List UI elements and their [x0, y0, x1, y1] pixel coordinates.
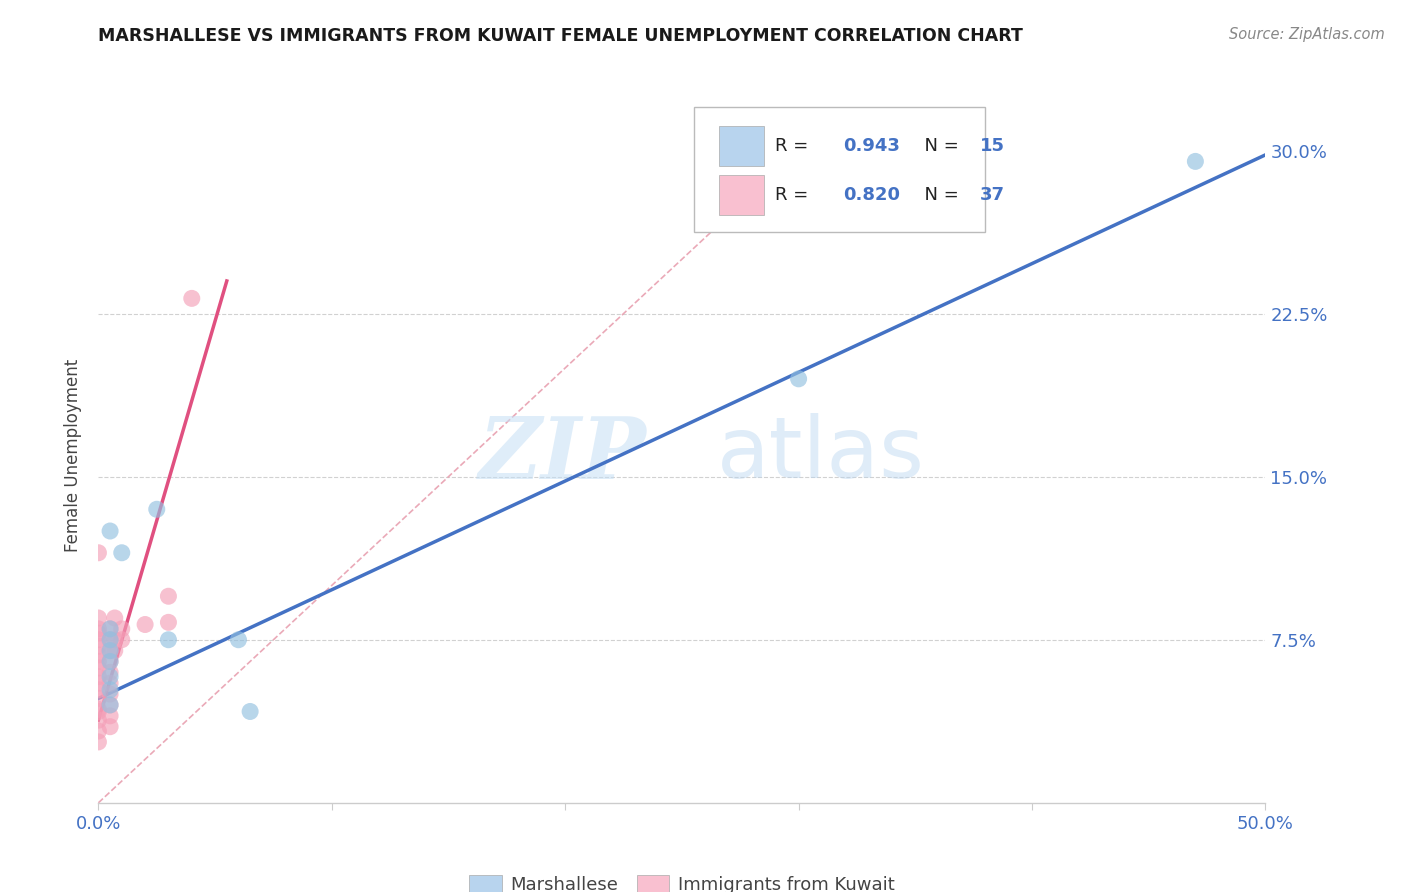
Point	[87, 713, 110, 727]
Point	[98, 643, 121, 657]
Point	[98, 687, 121, 701]
Point	[87, 702, 110, 716]
FancyBboxPatch shape	[693, 107, 986, 232]
Point	[157, 632, 180, 647]
Point	[87, 639, 110, 653]
Point	[146, 502, 169, 516]
Point	[98, 708, 121, 723]
Point	[157, 615, 180, 630]
Text: ZIP: ZIP	[479, 413, 647, 497]
Text: R =: R =	[775, 137, 814, 155]
Point	[228, 632, 250, 647]
Point	[134, 617, 156, 632]
Point	[98, 632, 121, 647]
Point	[98, 720, 121, 734]
Text: 0.820: 0.820	[844, 186, 900, 203]
Point	[98, 655, 121, 669]
Text: MARSHALLESE VS IMMIGRANTS FROM KUWAIT FEMALE UNEMPLOYMENT CORRELATION CHART: MARSHALLESE VS IMMIGRANTS FROM KUWAIT FE…	[98, 27, 1024, 45]
Point	[98, 670, 121, 684]
Point	[87, 622, 110, 636]
Text: N =: N =	[912, 137, 965, 155]
Point	[104, 632, 127, 647]
Point	[98, 643, 121, 657]
Point	[98, 665, 121, 680]
Text: 15: 15	[980, 137, 1004, 155]
Point	[239, 705, 262, 719]
Point	[87, 648, 110, 662]
Point	[98, 676, 121, 690]
Point	[98, 682, 121, 697]
Point	[104, 643, 127, 657]
Point	[87, 661, 110, 675]
Text: 37: 37	[980, 186, 1004, 203]
Point	[87, 632, 110, 647]
Y-axis label: Female Unemployment: Female Unemployment	[65, 359, 83, 551]
Point	[87, 724, 110, 739]
Point	[87, 670, 110, 684]
Point	[98, 698, 121, 712]
FancyBboxPatch shape	[720, 126, 763, 166]
Point	[1184, 154, 1206, 169]
Point	[98, 622, 121, 636]
Point	[98, 655, 121, 669]
Point	[87, 691, 110, 706]
Point	[157, 589, 180, 603]
Point	[98, 632, 121, 647]
Point	[87, 735, 110, 749]
FancyBboxPatch shape	[720, 175, 763, 215]
Text: 0.943: 0.943	[844, 137, 900, 155]
Legend: Marshallese, Immigrants from Kuwait: Marshallese, Immigrants from Kuwait	[461, 868, 903, 892]
Point	[87, 546, 110, 560]
Point	[87, 626, 110, 640]
Point	[98, 524, 121, 538]
Point	[111, 632, 134, 647]
Text: Source: ZipAtlas.com: Source: ZipAtlas.com	[1229, 27, 1385, 42]
Text: R =: R =	[775, 186, 814, 203]
Point	[98, 698, 121, 712]
Point	[98, 622, 121, 636]
Point	[111, 622, 134, 636]
Point	[87, 655, 110, 669]
Point	[111, 546, 134, 560]
Point	[87, 682, 110, 697]
Point	[87, 676, 110, 690]
Text: atlas: atlas	[717, 413, 925, 497]
Point	[180, 291, 202, 305]
Point	[104, 611, 127, 625]
Point	[787, 372, 810, 386]
Point	[87, 705, 110, 719]
Point	[87, 611, 110, 625]
Text: N =: N =	[912, 186, 965, 203]
